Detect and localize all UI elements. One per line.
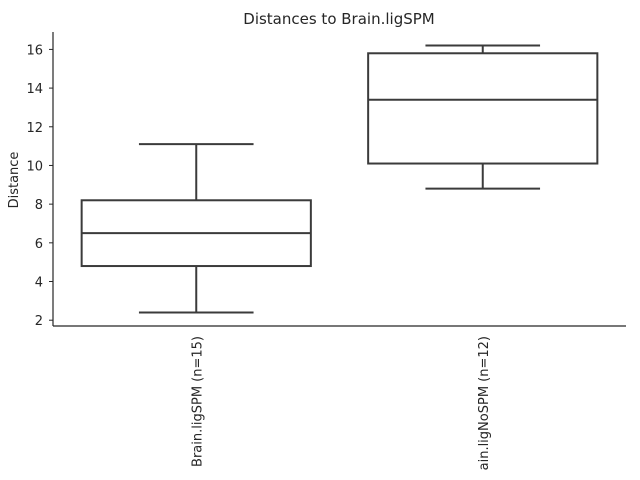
y-tick-label: 12 xyxy=(26,121,43,136)
y-tick-label: 16 xyxy=(26,43,43,58)
iqr-box xyxy=(367,52,599,165)
boxes xyxy=(80,44,599,314)
x-axis-ticks: Brain.ligSPM (n=15) ain.ligNoSPM (n=12) xyxy=(190,336,492,470)
chart-title: Distances to Brain.ligSPM xyxy=(243,10,434,28)
x-tick-label: Brain.ligSPM (n=15) xyxy=(190,336,205,467)
x-tick-label: ain.ligNoSPM (n=12) xyxy=(477,336,492,470)
y-tick-label: 4 xyxy=(35,276,43,291)
y-axis-ticks: 2 4 6 8 10 12 14 16 xyxy=(26,43,53,329)
box-group xyxy=(80,143,312,314)
y-axis-label: Distance xyxy=(7,152,22,209)
y-tick-label: 6 xyxy=(35,237,43,252)
box-group xyxy=(367,44,599,190)
y-tick-label: 8 xyxy=(35,198,43,213)
y-tick-label: 2 xyxy=(35,314,43,329)
y-tick-label: 14 xyxy=(26,82,43,97)
y-tick-label: 10 xyxy=(26,159,43,174)
